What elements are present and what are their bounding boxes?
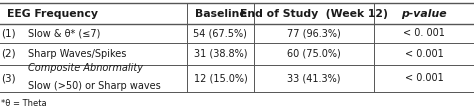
Text: < 0. 001: < 0. 001: [403, 28, 445, 38]
Text: Slow & θ* (≤7): Slow & θ* (≤7): [28, 28, 101, 38]
Text: (3): (3): [1, 73, 16, 83]
Text: 33 (41.3%): 33 (41.3%): [287, 73, 341, 83]
Text: Baseline: Baseline: [194, 9, 246, 19]
Text: < 0.001: < 0.001: [405, 49, 444, 59]
Text: Composite Abnormality: Composite Abnormality: [28, 63, 144, 73]
Text: *θ = Theta: *θ = Theta: [1, 99, 46, 108]
Text: < 0.001: < 0.001: [405, 73, 444, 83]
Text: Sharp Waves/Spikes: Sharp Waves/Spikes: [28, 49, 127, 59]
Text: 12 (15.0%): 12 (15.0%): [193, 73, 247, 83]
Text: (2): (2): [1, 49, 16, 59]
Text: End of Study  (Week 12): End of Study (Week 12): [240, 9, 388, 19]
Text: 54 (67.5%): 54 (67.5%): [193, 28, 247, 38]
Text: EEG Frequency: EEG Frequency: [7, 9, 98, 19]
Text: p-value: p-value: [401, 9, 447, 19]
Text: (1): (1): [1, 28, 16, 38]
Text: Slow (>50) or Sharp waves: Slow (>50) or Sharp waves: [28, 81, 161, 91]
Text: 77 (96.3%): 77 (96.3%): [287, 28, 341, 38]
Text: 60 (75.0%): 60 (75.0%): [287, 49, 341, 59]
Text: 31 (38.8%): 31 (38.8%): [194, 49, 247, 59]
